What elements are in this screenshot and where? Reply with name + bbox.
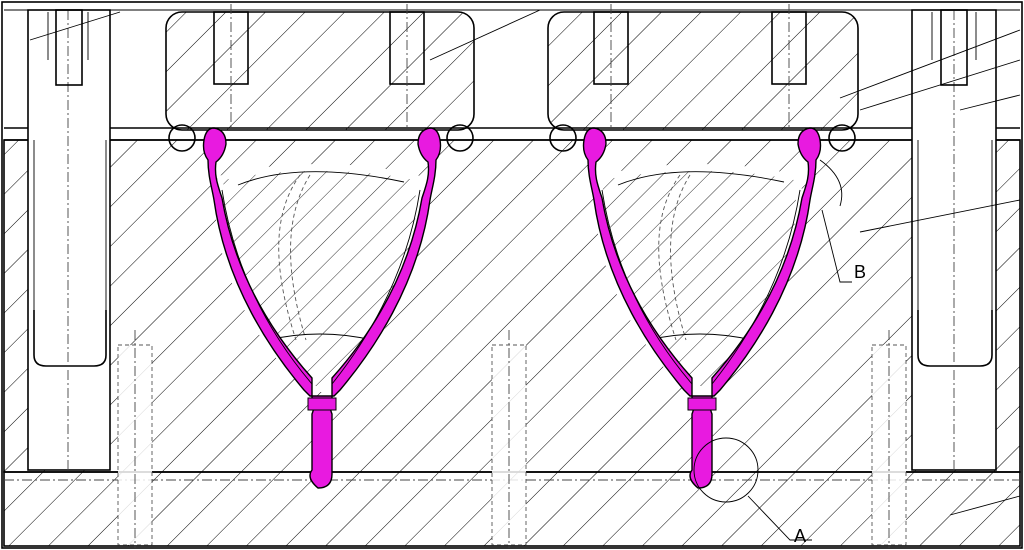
molded-part-right — [582, 127, 822, 489]
right-guide-pillar — [911, 9, 997, 471]
reference-leaders — [29, 9, 1021, 516]
top-block-left — [165, 4, 475, 131]
detail-label-b: B — [854, 262, 866, 282]
ejector-pins — [117, 330, 907, 548]
detail-callout-b: B — [819, 159, 866, 283]
o-ring-seals — [168, 124, 856, 152]
top-block-right — [547, 4, 859, 131]
detail-callout-a: A — [693, 437, 812, 546]
left-guide-pillar — [27, 9, 111, 471]
molded-part-left — [202, 127, 442, 489]
part-inner-outlines — [221, 189, 801, 385]
detail-label-a: A — [794, 526, 806, 546]
top-plate-lines — [4, 9, 1020, 141]
